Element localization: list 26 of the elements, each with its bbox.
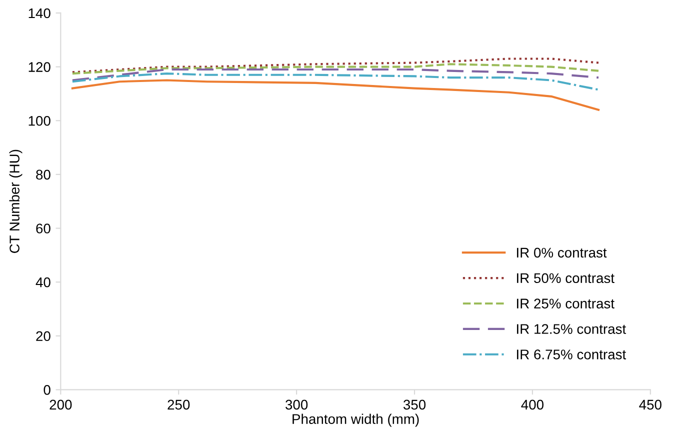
line-series: [71, 68, 600, 82]
line-series: [71, 63, 600, 75]
y-tick-label: 0: [44, 385, 50, 395]
legend-label: IR 50% contrast: [517, 273, 614, 284]
x-tick-label: 250: [168, 400, 190, 410]
x-tick-label: 350: [403, 400, 426, 410]
legend-label: IR 6.75% contrast: [517, 350, 626, 360]
x-tick-label: 400: [521, 400, 544, 410]
line-series: [71, 72, 600, 91]
line-series: [71, 58, 600, 74]
y-tick-label: 40: [36, 277, 50, 288]
x-axis-title: Phantom width (mm): [292, 414, 419, 427]
legend-label: IR 25% contrast: [517, 298, 614, 308]
y-tick-label: 120: [28, 62, 50, 72]
legend-label: IR 0% contrast: [517, 248, 607, 258]
y-tick-label: 60: [36, 224, 50, 234]
x-tick-label: 300: [286, 400, 308, 410]
x-tick-label: 200: [50, 400, 72, 410]
legend-label: IR 12.5% contrast: [517, 324, 626, 334]
y-tick-label: 100: [28, 116, 50, 126]
x-tick-label: 450: [639, 400, 662, 410]
line-series: [71, 79, 600, 111]
y-tick-label: 140: [28, 8, 50, 18]
y-tick-label: 20: [36, 331, 50, 342]
y-tick-label: 80: [36, 170, 50, 180]
y-axis-title: CT Number (HU): [9, 150, 22, 253]
